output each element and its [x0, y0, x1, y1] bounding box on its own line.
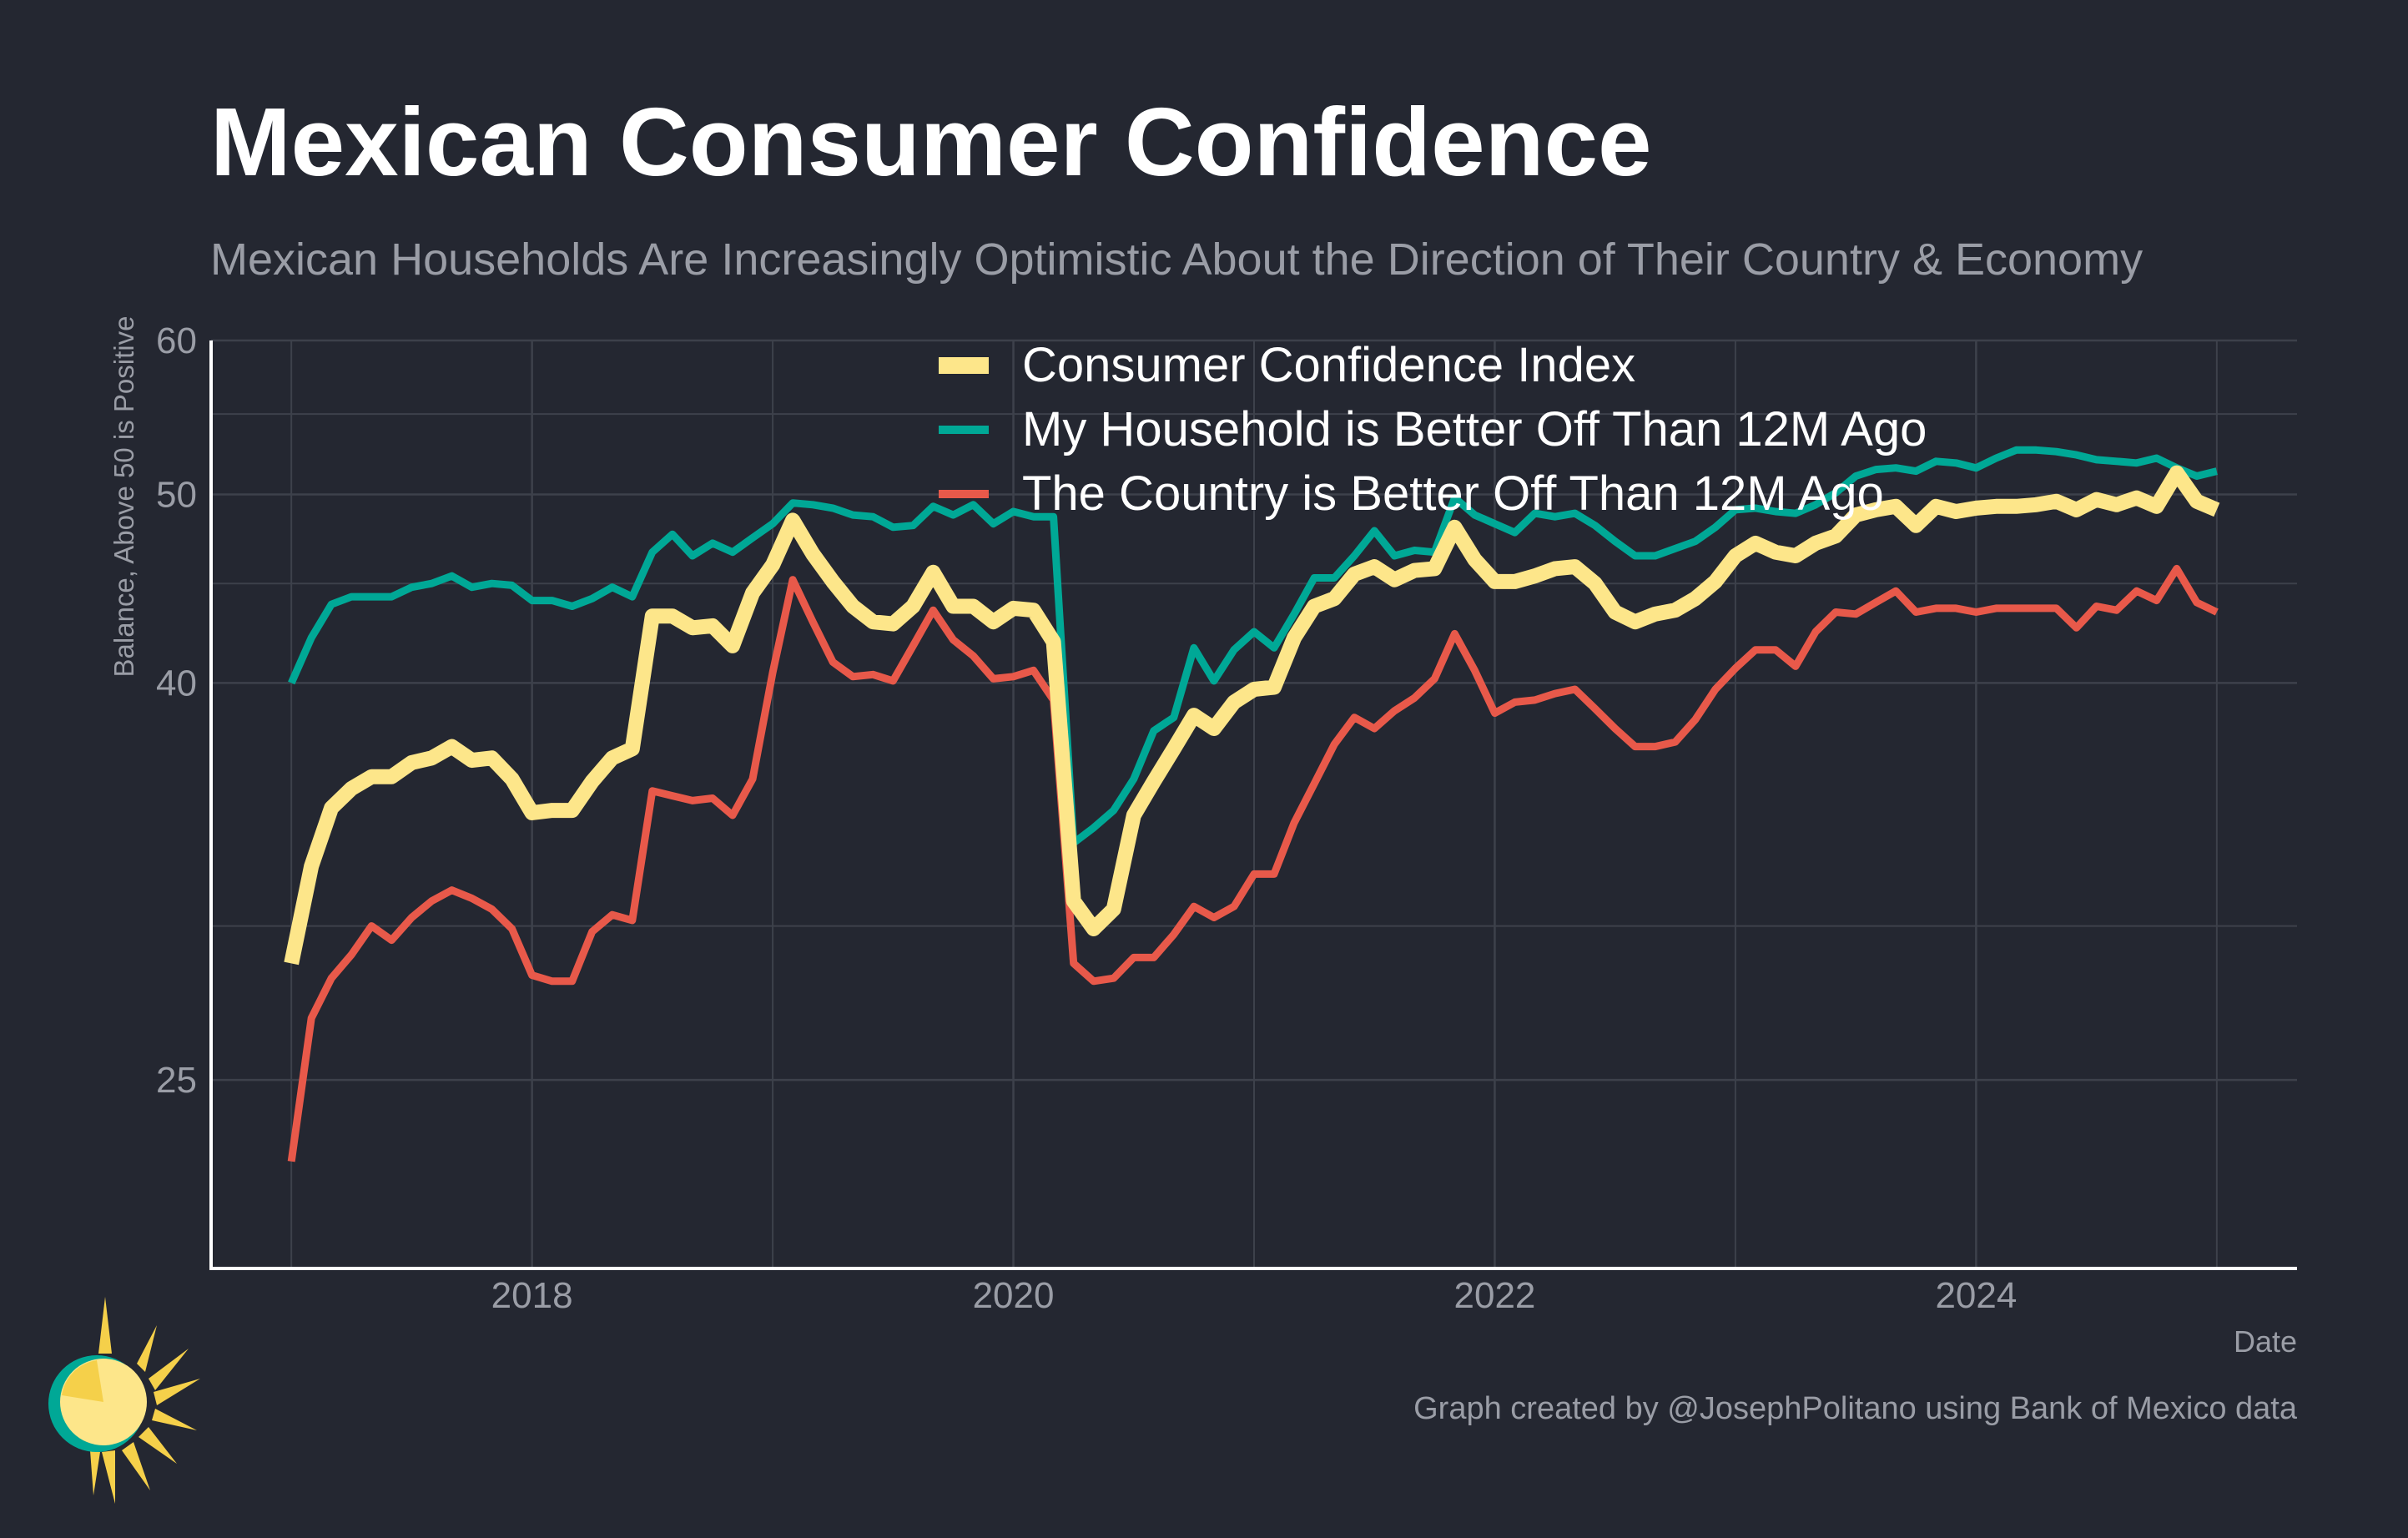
- legend-swatch: [939, 426, 989, 434]
- x-tick-label: 2024: [1935, 1275, 2017, 1316]
- legend-label: The Country is Better Off Than 12M Ago: [1022, 466, 1884, 521]
- series-line-household: [288, 446, 2218, 847]
- y-tick-label: 25: [156, 1060, 197, 1101]
- y-axis-label: Balance, Above 50 is Positive: [108, 316, 139, 678]
- x-tick-label: 2018: [491, 1275, 573, 1316]
- x-tick-label: 2020: [973, 1275, 1055, 1316]
- chart-subtitle: Mexican Households Are Increasingly Opti…: [210, 234, 2143, 285]
- x-tick-labels: 2018 2020 2022 2024: [491, 1275, 2018, 1316]
- legend-label: My Household is Better Off Than 12M Ago: [1022, 402, 1927, 456]
- sun-logo-icon: [48, 1297, 200, 1504]
- legend-swatch: [939, 357, 989, 374]
- y-tick-label: 60: [156, 320, 197, 361]
- sun-rays: [90, 1297, 200, 1504]
- y-tick-label: 50: [156, 475, 197, 516]
- y-tick-label: 40: [156, 663, 197, 703]
- x-tick-label: 2022: [1454, 1275, 1536, 1316]
- series-lines: [284, 446, 2220, 1162]
- sun-clock-hand: [62, 1360, 103, 1402]
- legend: Consumer Confidence Index My Household is…: [939, 338, 1927, 521]
- series-line-country: [287, 564, 2219, 1162]
- credit-text: Graph created by @JosephPolitano using B…: [1413, 1391, 2298, 1426]
- series-line-consumer-confidence: [284, 465, 2220, 966]
- y-tick-labels: 25 40 50 60: [156, 320, 197, 1101]
- x-axis-label: Date: [2234, 1324, 2297, 1359]
- legend-label: Consumer Confidence Index: [1022, 338, 1635, 392]
- chart-title: Mexican Consumer Confidence: [210, 88, 1651, 196]
- legend-swatch: [939, 490, 989, 498]
